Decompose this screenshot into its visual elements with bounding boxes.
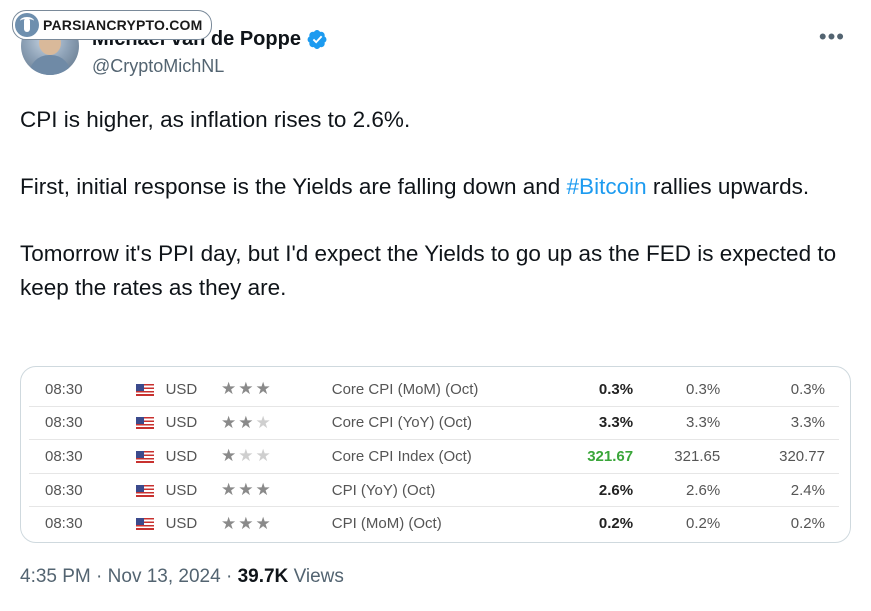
author-handle[interactable]: @CryptoMichNL bbox=[92, 56, 225, 76]
tweet-time[interactable]: 4:35 PM bbox=[20, 566, 91, 587]
event-time: 08:30 bbox=[29, 406, 136, 441]
star-icon: ★ bbox=[238, 379, 254, 399]
event-name: Core CPI (MoM) (Oct) bbox=[331, 373, 566, 407]
importance-stars: ★ ★ ★ bbox=[221, 473, 332, 508]
event-currency: USD bbox=[165, 473, 222, 508]
watermark-text: PARSIANCRYPTO.COM bbox=[43, 17, 203, 33]
event-actual: 0.3% bbox=[565, 373, 634, 407]
tweet-line-3: Tomorrow it's PPI day, but I'd expect th… bbox=[20, 241, 837, 300]
event-time: 08:30 bbox=[29, 439, 136, 474]
calendar-row: 08:30 USD ★ ★ ★ Core CPI (YoY) (Oct) 3.3% 3.3% 3… bbox=[29, 406, 839, 441]
star-icon: ★ bbox=[221, 513, 237, 533]
event-time: 08:30 bbox=[45, 515, 83, 533]
tweet-image-economic-calendar[interactable]: 08:30 USD ★ ★ ★ Core CPI (MoM) (Oct) 0.3% 0.3% 0… bbox=[20, 366, 851, 543]
star-icon: ★ bbox=[221, 379, 237, 399]
meta-separator: · bbox=[96, 566, 103, 587]
event-previous: 0.3% bbox=[720, 373, 839, 407]
star-icon: ★ bbox=[221, 412, 237, 432]
tweet-text: CPI is higher, as inflation rises to 2.6… bbox=[20, 103, 850, 305]
event-actual: 3.3% bbox=[565, 406, 634, 441]
watermark: PARSIANCRYPTO.COM bbox=[12, 10, 212, 40]
calendar-row: 08:30 USD ★ ★ ★ Core CPI (MoM) (Oct) 0.3% 0.3% 0… bbox=[29, 373, 839, 407]
star-icon: ★ bbox=[255, 480, 271, 500]
event-previous: 3.3% bbox=[720, 406, 839, 441]
calendar-row: 08:30 USD ★ ★ ★ Core CPI Index (Oct) 321.67 321… bbox=[29, 439, 839, 474]
star-icon: ★ bbox=[255, 513, 271, 533]
tweet-meta: 4:35 PM · Nov 13, 2024 · 39.7K Views bbox=[20, 566, 344, 588]
verified-badge-icon bbox=[307, 29, 327, 50]
star-icon: ★ bbox=[238, 412, 254, 432]
event-previous: 2.4% bbox=[720, 473, 839, 508]
us-flag-icon bbox=[135, 518, 154, 531]
star-icon: ★ bbox=[238, 480, 254, 500]
event-name: Core CPI (YoY) (Oct) bbox=[331, 406, 566, 441]
us-flag-icon bbox=[135, 451, 154, 464]
tweet-line-1: CPI is higher, as inflation rises to 2.6… bbox=[20, 107, 411, 132]
event-currency: USD bbox=[165, 406, 222, 441]
star-icon: ★ bbox=[238, 446, 254, 466]
hashtag-link[interactable]: #Bitcoin bbox=[566, 174, 647, 199]
us-flag-icon bbox=[135, 383, 154, 396]
event-name: Core CPI Index (Oct) bbox=[331, 439, 566, 474]
importance-stars: ★ ★ ★ bbox=[221, 439, 332, 474]
economic-calendar-table: 08:30 USD ★ ★ ★ Core CPI (MoM) (Oct) 0.3% 0.3% 0… bbox=[29, 373, 839, 540]
event-time: 08:30 bbox=[29, 473, 136, 508]
tweet-line-2: First, initial response is the Yields ar… bbox=[20, 174, 810, 199]
more-horizontal-icon: ••• bbox=[818, 24, 845, 49]
event-actual: 321.67 bbox=[565, 439, 634, 474]
us-flag-icon bbox=[135, 417, 154, 430]
star-icon: ★ bbox=[221, 446, 237, 466]
tweet-date[interactable]: Nov 13, 2024 bbox=[107, 566, 221, 587]
event-actual: 0.2% bbox=[598, 515, 634, 533]
event-actual: 2.6% bbox=[565, 473, 634, 508]
event-forecast: 3.3% bbox=[633, 406, 721, 441]
importance-stars: ★ ★ ★ bbox=[221, 406, 332, 441]
calendar-row: 08:30 USD ★ ★ ★ CPI (YoY) (Oct) 2.6% 2.6% 2.4% bbox=[29, 473, 839, 508]
event-forecast: 0.3% bbox=[633, 373, 721, 407]
more-options-button[interactable]: ••• bbox=[819, 24, 845, 50]
event-previous: 320.77 bbox=[720, 439, 839, 474]
event-name: CPI (MoM) (Oct) bbox=[331, 515, 442, 533]
watermark-logo-icon bbox=[15, 13, 39, 37]
importance-stars: ★ ★ ★ bbox=[221, 507, 332, 540]
meta-separator-2: · bbox=[225, 566, 233, 587]
event-forecast: 321.65 bbox=[633, 439, 721, 474]
star-icon: ★ bbox=[255, 379, 271, 399]
event-forecast: 2.6% bbox=[633, 473, 721, 508]
event-previous: 0.2% bbox=[790, 515, 825, 533]
event-forecast: 0.2% bbox=[685, 515, 721, 533]
us-flag-icon bbox=[135, 484, 154, 497]
star-icon: ★ bbox=[255, 446, 271, 466]
star-icon: ★ bbox=[255, 412, 271, 432]
event-currency: USD bbox=[165, 373, 222, 407]
event-currency: USD bbox=[165, 515, 198, 533]
event-currency: USD bbox=[165, 439, 222, 474]
event-name: CPI (YoY) (Oct) bbox=[331, 473, 566, 508]
star-icon: ★ bbox=[221, 480, 237, 500]
calendar-row: 08:30 USD ★ ★ ★ CPI (MoM) (Oct) 0.2% 0.2% 0.2% bbox=[29, 507, 839, 540]
importance-stars: ★ ★ ★ bbox=[221, 373, 332, 407]
views-count: 39.7K bbox=[237, 566, 289, 587]
event-time: 08:30 bbox=[29, 373, 136, 407]
views-label: Views bbox=[293, 566, 344, 587]
star-icon: ★ bbox=[238, 513, 254, 533]
